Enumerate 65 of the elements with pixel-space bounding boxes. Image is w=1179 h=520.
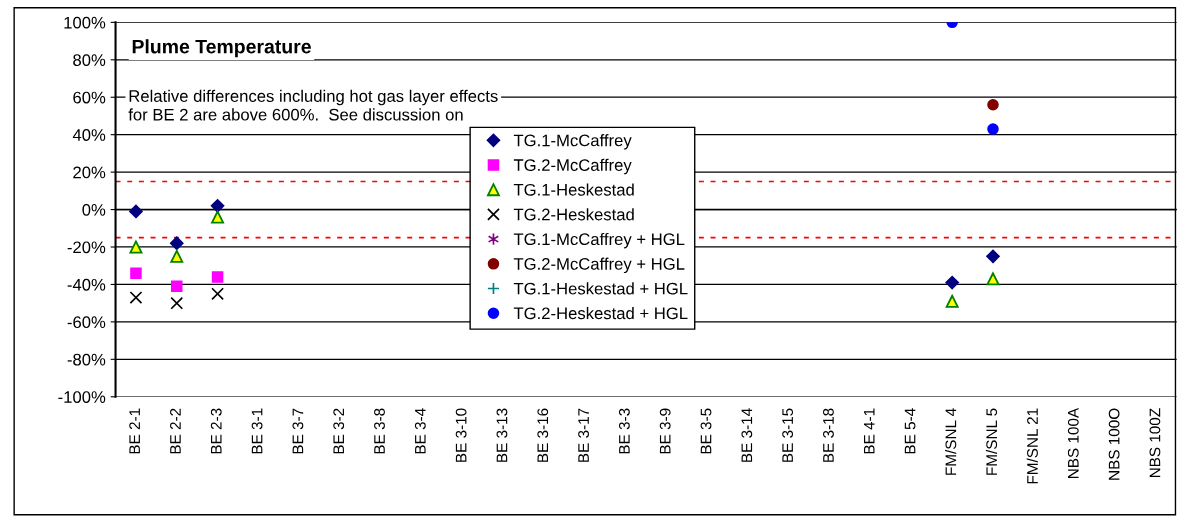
point <box>170 249 184 263</box>
point <box>169 236 184 251</box>
y-tick-label: -100% <box>58 391 106 403</box>
y-tick-label: 40% <box>72 129 106 141</box>
y-tick-label: -20% <box>67 241 106 254</box>
point <box>130 267 142 279</box>
x-tick-label: BE 3-9 <box>659 408 671 454</box>
legend-label: TG.1-Heskestad <box>513 183 634 196</box>
legend-label: TG.2-Heskestad <box>513 208 634 221</box>
point <box>211 210 225 224</box>
x-tick-label: BE 3-17 <box>578 408 589 462</box>
x-tick-label: NBS 100A <box>1067 407 1079 478</box>
y-tick-label: -60% <box>67 316 106 329</box>
x-tick-label: BE 2-3 <box>210 408 222 454</box>
y-tick-label: 20% <box>73 166 106 179</box>
x-tick-label: BE 3-1 <box>251 408 263 454</box>
x-tick-label: NBS 100Z <box>1149 408 1161 478</box>
y-tick-label: 100% <box>64 16 106 29</box>
x-tick-label: BE 3-8 <box>374 408 385 454</box>
point <box>945 294 959 308</box>
point <box>129 291 143 304</box>
x-tick-label: BE 3-10 <box>455 408 467 462</box>
y-tick-label: -40% <box>67 278 106 291</box>
x-tick-label: FM/SNL 21 <box>1026 408 1038 484</box>
x-tick-label: FM/SNL 4 <box>945 408 957 475</box>
point <box>986 272 1000 286</box>
x-tick-label: BE 2-1 <box>129 408 140 454</box>
point <box>987 123 999 135</box>
legend-label: TG.1-Heskestad + HGL <box>513 282 688 295</box>
x-tick-label: BE 2-2 <box>170 408 181 454</box>
x-tick-label: BE 3-2 <box>333 408 345 454</box>
point <box>945 275 959 290</box>
x-tick-label: BE 5-4 <box>904 408 916 454</box>
point <box>129 204 143 219</box>
legend-label: TG.2-Heskestad + HGL <box>513 306 688 320</box>
x-tick-label: BE 3-16 <box>537 408 549 462</box>
y-tick-label: 60% <box>73 91 106 104</box>
point <box>986 249 1000 264</box>
x-tick-label: BE 3-7 <box>292 408 304 454</box>
legend-label: TG.2-McCaffrey <box>513 158 632 175</box>
y-tick-label: -80% <box>67 353 106 366</box>
point <box>211 287 224 301</box>
legend-label: TG.2-McCaffrey + HGL <box>513 257 685 274</box>
y-tick-label: 0% <box>82 203 106 216</box>
point <box>211 271 224 283</box>
x-tick-label: BE 3-4 <box>414 408 426 454</box>
x-tick-label: BE 3-15 <box>782 408 794 462</box>
legend-label: TG.1-McCaffrey + HGL <box>513 232 685 249</box>
point <box>170 280 183 293</box>
x-tick-label: FM/SNL 5 <box>985 408 998 475</box>
text: Plume Temperature <box>132 39 311 58</box>
annotation: Relative differences including hot gas layer effects for BE 2 are above 600%. See discussion on <box>128 89 498 121</box>
x-tick-label: BE 4-1 <box>864 408 875 454</box>
point <box>987 98 999 111</box>
x-tick-label: BE 3-3 <box>618 408 630 454</box>
point <box>210 199 225 213</box>
x-tick-label: BE 3-18 <box>823 408 834 462</box>
point <box>170 296 184 310</box>
y-tick-label: 80% <box>73 54 106 66</box>
x-tick-label: BE 3-13 <box>496 408 508 462</box>
x-tick-label: BE 3-5 <box>700 408 712 454</box>
x-tick-label: BE 3-14 <box>741 408 753 462</box>
point <box>129 240 143 254</box>
legend-label: TG.1-McCaffrey <box>513 134 632 150</box>
x-tick-label: NBS 100O <box>1108 408 1120 480</box>
